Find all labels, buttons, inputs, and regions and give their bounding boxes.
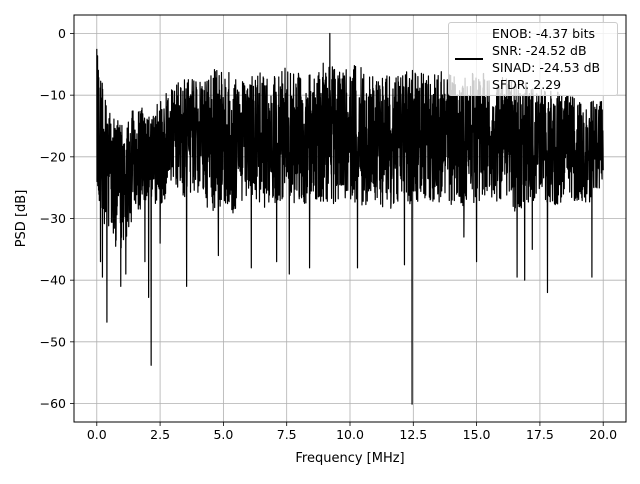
- tick-layer: 0.0 2.5 5.0 7.5 10.0 12.5 15.0 17.5 20.0 0 −10 −20 −…: [40, 26, 618, 442]
- y-axis-label: PSD [dB]: [14, 190, 29, 248]
- legend-enob: ENOB: -4.37 bits: [492, 26, 595, 41]
- legend: ENOB: -4.37 bits SNR: -24.52 dB SINAD: -…: [448, 22, 618, 96]
- legend-line-marker: [455, 58, 483, 60]
- x-tick-label: 20.0: [589, 427, 617, 442]
- x-tick-label: 7.5: [277, 427, 297, 442]
- y-tick-label: −30: [40, 211, 66, 226]
- x-tick-label: 5.0: [213, 427, 233, 442]
- x-tick-label: 0.0: [87, 427, 107, 442]
- legend-sinad: SINAD: -24.53 dB: [492, 60, 601, 75]
- x-axis-label: Frequency [MHz]: [295, 451, 404, 466]
- x-tick-label: 10.0: [336, 427, 364, 442]
- x-tick-label: 17.5: [526, 427, 554, 442]
- y-tick-label: 0: [58, 26, 66, 41]
- y-tick-label: −10: [40, 88, 66, 103]
- x-tick-label: 12.5: [399, 427, 427, 442]
- y-tick-label: −40: [40, 273, 66, 288]
- legend-sfdr: SFDR: 2.29: [492, 77, 562, 92]
- y-tick-label: −50: [40, 334, 66, 349]
- x-tick-label: 2.5: [150, 427, 170, 442]
- data-layer: [96, 32, 604, 405]
- y-tick-label: −20: [40, 149, 66, 164]
- legend-snr: SNR: -24.52 dB: [492, 43, 587, 58]
- x-tick-label: 15.0: [463, 427, 491, 442]
- y-tick-label: −60: [40, 396, 66, 411]
- psd-series-line: [96, 32, 604, 405]
